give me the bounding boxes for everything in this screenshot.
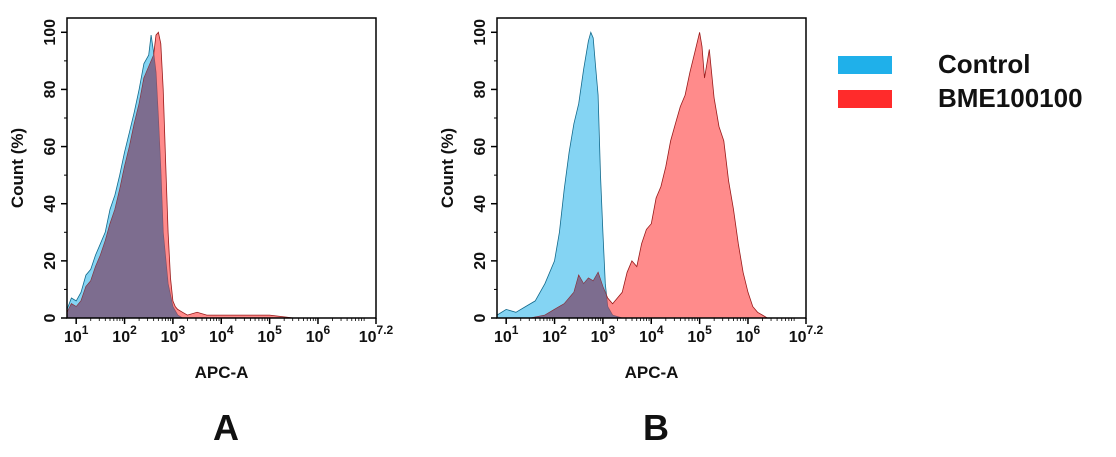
y-tick-label: 0 — [42, 313, 59, 322]
x-tick-label: 106 — [306, 323, 331, 346]
series-overlap-area — [497, 272, 806, 318]
x-tick-label: 107.2 — [359, 323, 394, 346]
legend: Control BME100100 — [838, 49, 1083, 113]
panel-label: B — [643, 407, 669, 448]
histogram-panel-a: 0 20 40 60 80 100 101 102 103 104 105 106 107.2 APC-A… — [8, 17, 394, 448]
y-axis-title: Count (%) — [8, 128, 27, 208]
legend-label-control: Control — [938, 49, 1030, 79]
x-tick-label: 102 — [542, 323, 567, 346]
series-overlap-area — [67, 53, 376, 319]
y-tick-label: 60 — [42, 138, 59, 156]
y-tick-label: 0 — [472, 313, 489, 322]
y-tick-label: 40 — [472, 195, 489, 213]
y-tick-label: 100 — [472, 19, 489, 46]
x-tick-label: 105 — [257, 323, 282, 346]
panel-label: A — [213, 407, 239, 448]
x-tick-label: 107.2 — [789, 323, 824, 346]
x-axis-title: APC-A — [625, 363, 679, 382]
legend-swatch-control — [838, 56, 892, 74]
x-tick-label: 104 — [639, 323, 664, 346]
y-tick-label: 80 — [472, 80, 489, 98]
y-axis-title: Count (%) — [438, 128, 457, 208]
x-tick-label: 103 — [161, 323, 186, 346]
y-tick-label: 40 — [42, 195, 59, 213]
x-tick-label: 101 — [64, 323, 89, 346]
y-tick-label: 80 — [42, 80, 59, 98]
x-tick-label: 105 — [687, 323, 712, 346]
x-tick-label: 101 — [494, 323, 519, 346]
x-tick-label: 102 — [112, 323, 137, 346]
legend-swatch-bme100100 — [838, 90, 892, 108]
y-tick-label: 60 — [472, 138, 489, 156]
y-tick-label: 100 — [42, 19, 59, 46]
y-tick-label: 20 — [472, 252, 489, 270]
x-axis-title: APC-A — [195, 363, 249, 382]
legend-label-bme100100: BME100100 — [938, 83, 1083, 113]
x-tick-label: 103 — [591, 323, 616, 346]
series-area-bme100100 — [497, 32, 806, 319]
x-tick-label: 104 — [209, 323, 234, 346]
y-tick-label: 20 — [42, 252, 59, 270]
histogram-panel-b: 0 20 40 60 80 100 101 102 103 104 105 106 107.2 APC-A… — [438, 17, 824, 448]
x-tick-label: 106 — [736, 323, 761, 346]
